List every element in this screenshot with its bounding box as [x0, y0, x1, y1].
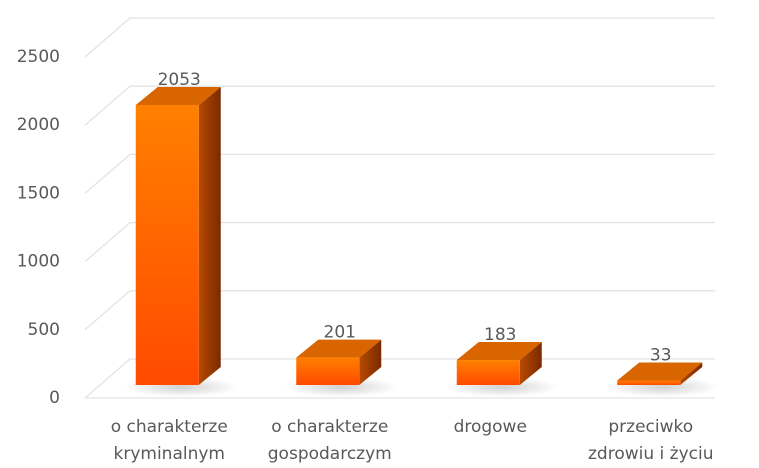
grid-line — [84, 221, 715, 263]
value-label: 201 — [324, 323, 356, 343]
y-tick-label: 2000 — [17, 115, 60, 135]
x-tick-label: o charakterze kryminalnym — [110, 417, 228, 464]
y-tick-label: 1500 — [17, 183, 60, 203]
bar-top — [617, 362, 703, 381]
bar-top — [456, 342, 542, 361]
bar-side — [198, 86, 221, 386]
grid-line — [84, 85, 715, 126]
grid-line — [84, 290, 715, 331]
bar — [617, 380, 681, 385]
grid-line — [84, 153, 715, 194]
x-tick-label: o charakterze gospodarczym — [267, 417, 392, 464]
y-tick-label: 2500 — [17, 47, 60, 67]
value-label: 33 — [650, 345, 672, 365]
value-label: 183 — [484, 325, 516, 345]
bar-side — [680, 362, 703, 385]
x-tick-label: przeciwko zdrowiu i życiu — [588, 417, 714, 464]
x-tick-label: drogowe — [453, 417, 527, 437]
bar-top — [135, 86, 221, 105]
y-tick-label: 500 — [28, 320, 60, 340]
y-tick-label: 0 — [49, 388, 60, 408]
bar — [456, 360, 520, 385]
bar-side — [519, 342, 542, 385]
bar-top — [296, 339, 382, 358]
bar-side — [359, 339, 382, 385]
value-label: 2053 — [158, 70, 201, 90]
bar — [296, 357, 360, 385]
y-tick-label: 1000 — [17, 252, 60, 272]
bar — [135, 104, 199, 386]
grid-line — [84, 17, 715, 58]
